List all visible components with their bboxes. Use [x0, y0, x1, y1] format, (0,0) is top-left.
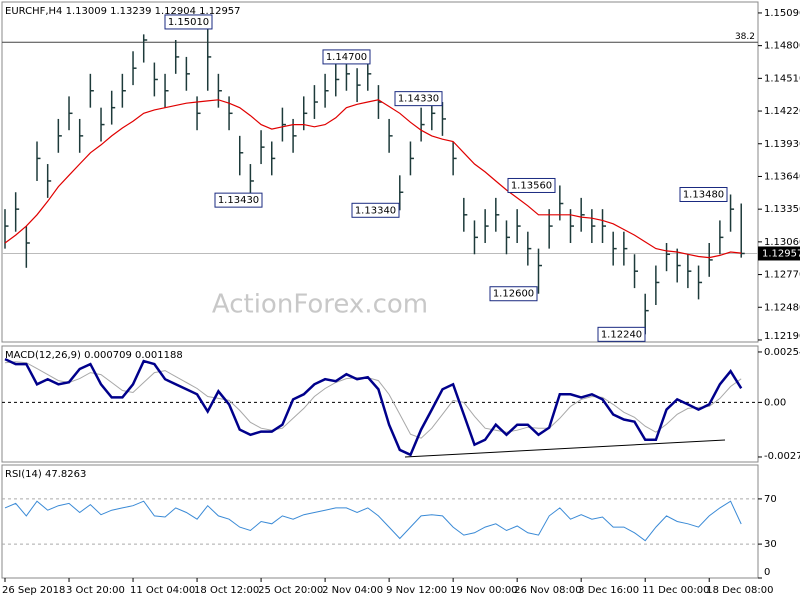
x-tick-label: 2 Nov 04:00: [322, 585, 383, 596]
y-tick-label: 1.13640: [764, 171, 800, 182]
price-label: 1.15010: [168, 17, 209, 28]
x-tick-label: 18 Oct 12:00: [194, 585, 259, 596]
y-tick-label: 1.13350: [764, 204, 800, 215]
price-label-box: [679, 186, 728, 202]
price-label: 1.12600: [493, 289, 534, 300]
last-price-box: [758, 246, 800, 261]
x-tick-label: 26 Sep 2018: [2, 585, 65, 596]
y-tick-label: -0.002747: [764, 451, 800, 462]
rsi-panel: [1, 464, 759, 579]
moving-average: [4, 99, 742, 259]
watermark: ActionForex.com: [212, 290, 428, 320]
macd-line: [4, 357, 743, 457]
rsi-line: [4, 500, 742, 542]
y-tick-label: 1.13060: [764, 237, 800, 248]
x-tick-label: 18 Dec 08:00: [706, 585, 773, 596]
y-tick-label: 0.00: [764, 397, 786, 408]
rsi-title: RSI(14) 47.8263: [5, 469, 86, 480]
price-label-box: [597, 326, 646, 342]
price-label: 1.12240: [601, 329, 642, 340]
price-label: 1.14330: [398, 94, 439, 105]
price-label-box: [394, 91, 443, 107]
x-tick-label: 11 Dec 00:00: [642, 585, 709, 596]
y-tick-label: 1.12190: [764, 331, 800, 342]
y-tick-label: 1.12770: [764, 270, 800, 281]
y-tick-label: 1.14220: [764, 106, 800, 117]
y-tick-label: 0: [764, 567, 770, 578]
price-label: 1.13480: [683, 189, 724, 200]
y-tick-label: 1.12480: [764, 302, 800, 313]
y-tick-label: 1.15090: [764, 8, 800, 19]
x-tick-label: 19 Nov 00:00: [450, 585, 517, 596]
x-tick-label: 11 Oct 04:00: [130, 585, 195, 596]
price-label-box: [164, 14, 213, 30]
x-tick-label: 3 Oct 20:00: [66, 585, 125, 596]
price-title: EURCHF,H4 1.13009 1.13239 1.12904 1.1295…: [5, 6, 241, 17]
y-tick-label: 0.00254: [764, 347, 800, 358]
price-label-box: [214, 192, 263, 208]
fib-label: 38.2: [735, 32, 755, 42]
price-label: 1.13430: [218, 195, 259, 206]
price-label: 1.14700: [326, 52, 367, 63]
price-panel: [1, 1, 759, 343]
last-price-label: 1.12957: [762, 248, 800, 259]
price-label-box: [351, 202, 400, 218]
price-label: 1.13340: [355, 205, 396, 216]
x-tick-label: 26 Nov 08:00: [514, 585, 581, 596]
macd-title: MACD(12,26,9) 0.000709 0.001188: [5, 350, 183, 361]
y-tick-label: 30: [764, 539, 777, 550]
price-label-box: [507, 177, 556, 193]
x-tick-label: 3 Dec 16:00: [578, 585, 639, 596]
y-tick-label: 70: [764, 494, 777, 505]
x-tick-label: 25 Oct 20:00: [258, 585, 323, 596]
price-label: 1.13560: [511, 180, 552, 191]
trend-line: [404, 439, 726, 458]
price-label-box: [322, 49, 371, 65]
y-tick-label: 1.14800: [764, 41, 800, 52]
macd-panel: [1, 345, 759, 463]
y-tick-label: 1.13930: [764, 139, 800, 150]
price-label-box: [489, 286, 538, 302]
x-tick-label: 9 Nov 12:00: [386, 585, 447, 596]
y-tick-label: 1.14510: [764, 73, 800, 84]
